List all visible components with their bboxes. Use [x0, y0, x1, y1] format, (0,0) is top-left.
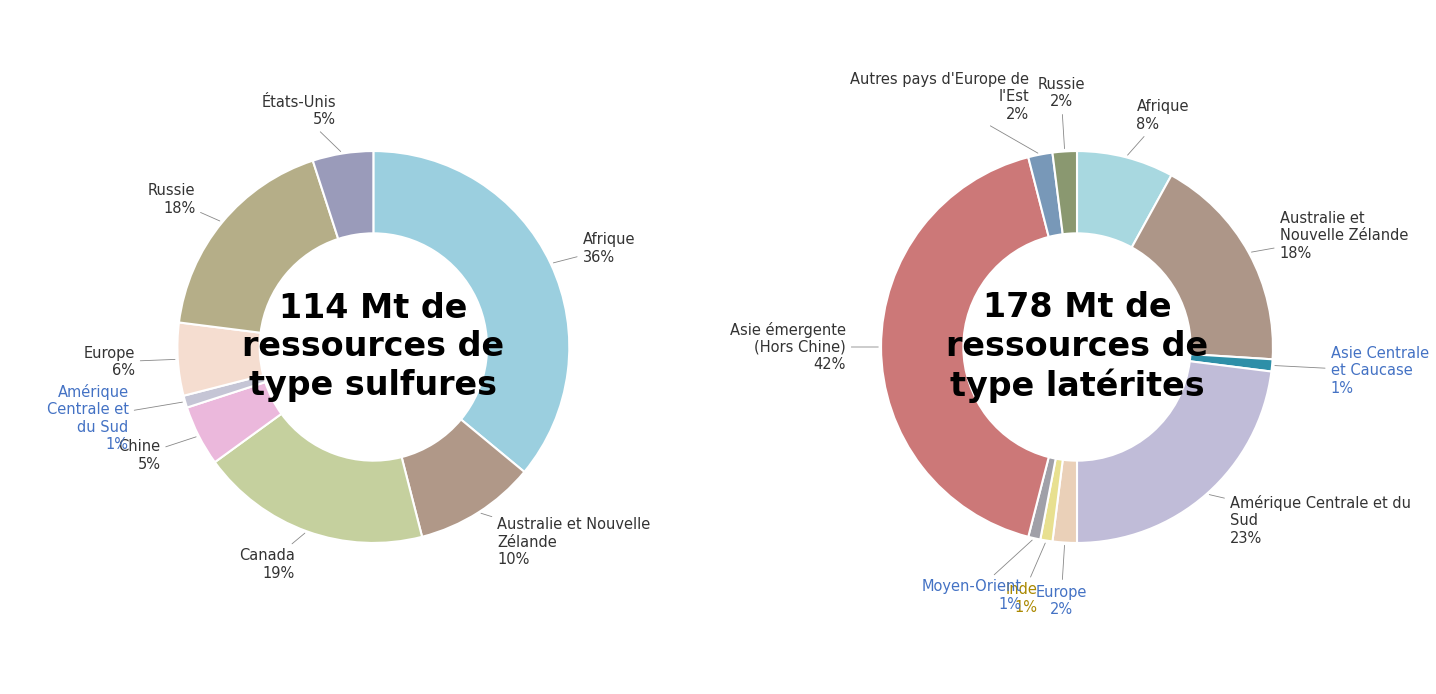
Text: Amérique
Centrale et
du Sud
1%: Amérique Centrale et du Sud 1% [47, 384, 182, 452]
Text: Afrique
8%: Afrique 8% [1127, 99, 1189, 155]
Text: Chine
5%: Chine 5% [118, 437, 197, 472]
Text: Australie et
Nouvelle Zélande
18%: Australie et Nouvelle Zélande 18% [1251, 211, 1409, 260]
Text: Europe
6%: Europe 6% [83, 346, 175, 378]
Text: Autres pays d'Europe de
l'Est
2%: Autres pays d'Europe de l'Est 2% [850, 72, 1038, 153]
Wedge shape [1077, 362, 1271, 543]
Wedge shape [1053, 459, 1077, 543]
Text: États-Unis
5%: États-Unis 5% [261, 94, 340, 151]
Wedge shape [184, 375, 266, 407]
Wedge shape [1040, 459, 1063, 541]
Text: Amérique Centrale et du
Sud
23%: Amérique Centrale et du Sud 23% [1209, 495, 1412, 546]
Text: Asie émergente
(Hors Chine)
42%: Asie émergente (Hors Chine) 42% [729, 321, 879, 373]
Text: Moyen-Orient
1%: Moyen-Orient 1% [922, 540, 1032, 612]
Text: 114 Mt de
ressources de
type sulfures: 114 Mt de ressources de type sulfures [243, 292, 504, 402]
Text: Russie
2%: Russie 2% [1037, 76, 1084, 149]
Text: Asie Centrale
et Caucase
1%: Asie Centrale et Caucase 1% [1275, 346, 1429, 396]
Wedge shape [1028, 457, 1055, 539]
Wedge shape [1053, 151, 1077, 235]
Text: Australie et Nouvelle
Zélande
10%: Australie et Nouvelle Zélande 10% [481, 514, 651, 567]
Wedge shape [187, 382, 281, 462]
Wedge shape [180, 160, 339, 332]
Wedge shape [402, 419, 524, 536]
Wedge shape [215, 414, 422, 543]
Text: Russie
18%: Russie 18% [148, 183, 220, 221]
Text: Canada
19%: Canada 19% [240, 533, 304, 581]
Text: Afrique
36%: Afrique 36% [553, 232, 635, 264]
Text: Inde
1%: Inde 1% [1005, 543, 1045, 615]
Wedge shape [1077, 151, 1172, 247]
Text: Europe
2%: Europe 2% [1035, 545, 1087, 618]
Wedge shape [882, 158, 1048, 536]
Wedge shape [373, 151, 569, 472]
Wedge shape [313, 151, 373, 239]
Wedge shape [178, 323, 263, 396]
Text: 178 Mt de
ressources de
type latérites: 178 Mt de ressources de type latérites [946, 291, 1208, 403]
Wedge shape [1028, 153, 1063, 237]
Wedge shape [1190, 354, 1272, 371]
Wedge shape [1132, 176, 1272, 359]
